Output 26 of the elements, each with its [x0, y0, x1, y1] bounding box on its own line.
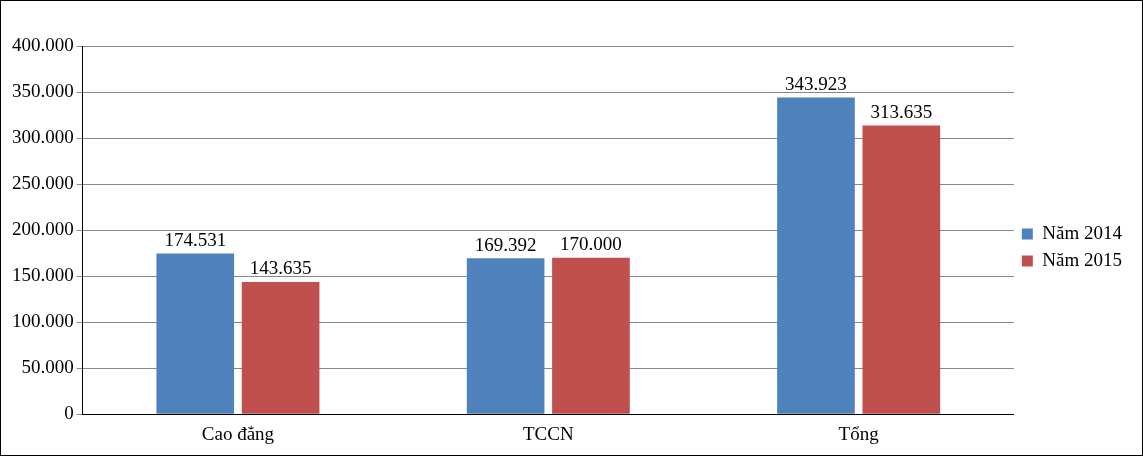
bar	[777, 97, 855, 414]
y-tick-label: 0	[64, 402, 74, 424]
y-tick-label: 100.000	[12, 310, 74, 332]
legend-label: Năm 2015	[1042, 248, 1122, 270]
y-tick-label: 50.000	[21, 356, 74, 378]
bar	[466, 258, 545, 414]
data-label: 313.635	[870, 100, 933, 122]
y-tick-label: 250.000	[12, 172, 74, 194]
x-tick-label: Cao đẳng	[201, 422, 275, 444]
y-tick-label: 200.000	[12, 218, 74, 240]
data-label: 143.635	[249, 257, 312, 279]
y-tick-label: 350.000	[12, 80, 74, 102]
data-label: 174.531	[164, 229, 227, 251]
legend-label: Năm 2014	[1042, 221, 1123, 243]
data-label: 169.392	[474, 233, 537, 255]
data-label: 343.923	[785, 73, 847, 95]
data-label: 170.000	[560, 233, 622, 255]
x-tick-label: TCCN	[522, 422, 574, 444]
x-tick-label: Tổng	[838, 422, 880, 444]
bar	[552, 257, 630, 414]
y-tick-label: 400.000	[12, 33, 74, 55]
y-tick-label: 150.000	[12, 264, 74, 286]
bar	[862, 125, 941, 414]
y-tick-label: 300.000	[12, 126, 74, 148]
bar	[156, 253, 235, 414]
bar	[241, 281, 320, 414]
